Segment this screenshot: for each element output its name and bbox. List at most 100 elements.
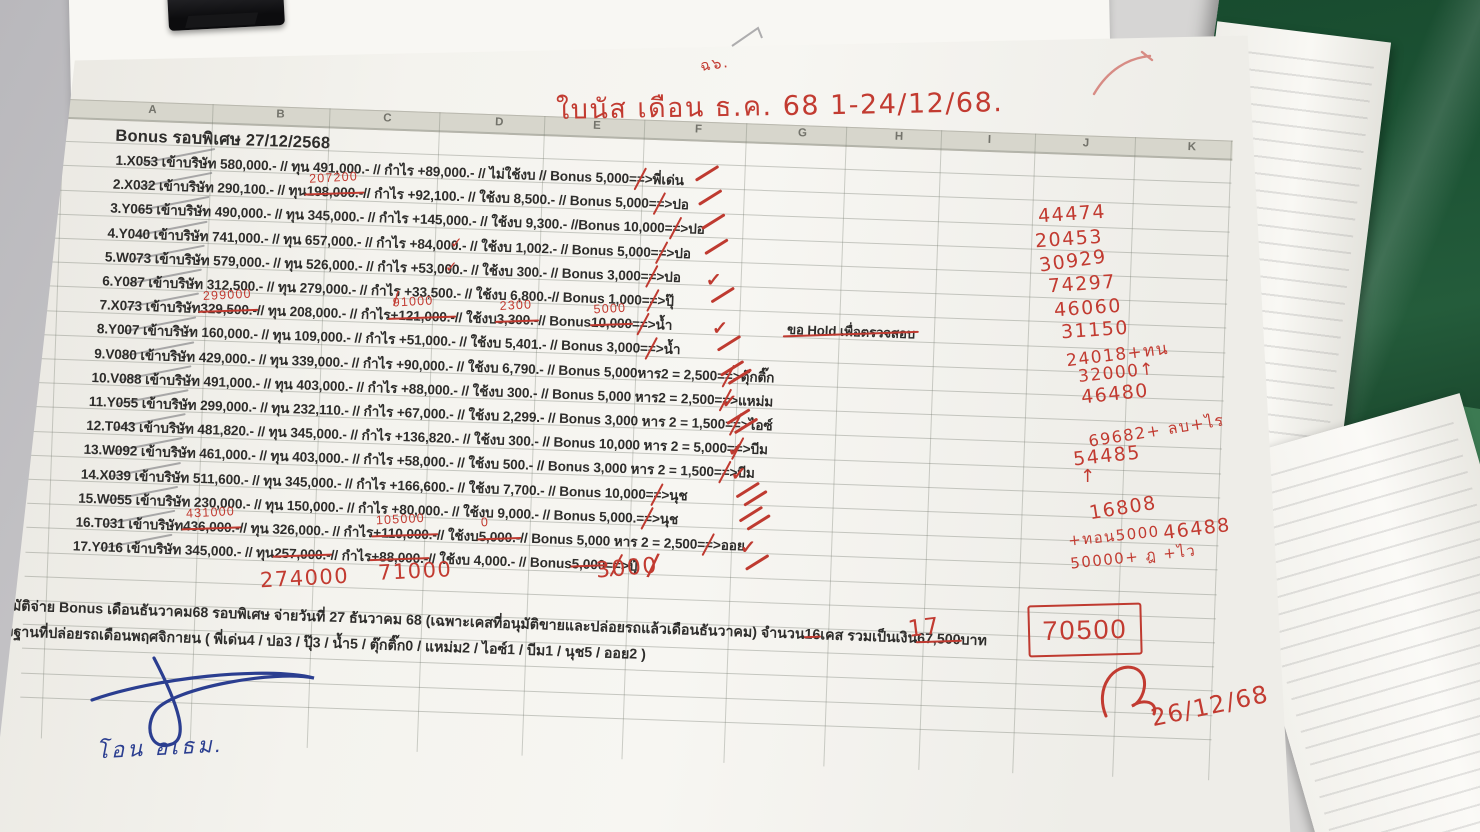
arrow-crossed: ==> bbox=[645, 486, 670, 503]
row-text: 16.T031 เข้าบริษัท bbox=[75, 514, 184, 534]
arrow-crossed: ==> bbox=[636, 510, 661, 527]
red-tick-mark: ✓ bbox=[705, 269, 722, 292]
row-text: ปอ bbox=[671, 196, 690, 213]
red-tick-mark bbox=[715, 335, 742, 352]
row-number: 7 bbox=[22, 262, 30, 275]
grid-line bbox=[1208, 140, 1232, 781]
row-number: 11 bbox=[5, 358, 19, 372]
column-letter: H bbox=[894, 130, 904, 143]
corrected-value: +121,000.- 91000 bbox=[390, 293, 456, 326]
row-number: 3 bbox=[32, 166, 40, 179]
corrected-value: +88,000.- bbox=[371, 549, 429, 567]
row-text: // Bonus bbox=[537, 313, 592, 331]
red-tick-mark bbox=[718, 359, 753, 385]
red-correction: 105000 bbox=[375, 510, 426, 528]
red-correction: 299000 bbox=[202, 286, 253, 304]
corrected-value: 5,000.- 0 bbox=[478, 514, 521, 546]
corrected-value: +110,000.- 105000 bbox=[373, 510, 438, 543]
red-correction: 91000 bbox=[392, 293, 435, 310]
column-letter: B bbox=[276, 108, 285, 121]
corrected-value: 67,500 bbox=[916, 630, 961, 649]
column-letter: D bbox=[494, 116, 504, 129]
row-text: พี่เด่น bbox=[652, 171, 685, 189]
red-tick-mark bbox=[724, 408, 759, 434]
grid-line bbox=[1012, 133, 1037, 774]
arrow-crossed: ==> bbox=[664, 220, 689, 237]
grid-line bbox=[823, 126, 848, 767]
red-correction: 2300 bbox=[498, 297, 533, 314]
row-number: 4 bbox=[30, 190, 38, 203]
grid-line bbox=[21, 672, 1213, 716]
row-number: 9 bbox=[16, 310, 24, 324]
red-tick-mark: ✓ bbox=[720, 391, 738, 413]
row-text: // Bonus 5,000 หาร 2 = 2,500 bbox=[519, 530, 698, 552]
row-text: 7.X073 เข้าบริษัท bbox=[99, 297, 201, 317]
row-text: 17.Y016 เข้าบริษัท 345,000.- // ทุน bbox=[72, 538, 275, 561]
corrected-value: 3,300.- 2300 bbox=[496, 297, 539, 329]
red-correction: 207200 bbox=[308, 169, 359, 186]
corrected-value: 329,500.- 299000 bbox=[200, 286, 258, 319]
arrow-crossed: ==> bbox=[640, 268, 665, 285]
column-letter: C bbox=[383, 112, 392, 125]
red-correction: 431000 bbox=[185, 504, 235, 521]
arrow-crossed: ==> bbox=[631, 316, 656, 333]
row-text: // ใช้งบ bbox=[454, 310, 497, 327]
grid-line bbox=[1112, 137, 1137, 777]
red-tick-mark: ✓ bbox=[711, 318, 729, 340]
red-tick-mark bbox=[744, 554, 771, 571]
grid-line bbox=[918, 130, 943, 770]
arrow-crossed: ==> bbox=[628, 171, 653, 187]
row-number: 8 bbox=[19, 286, 27, 299]
red-tick-mark bbox=[734, 481, 769, 507]
row-text: // กำไร bbox=[330, 547, 372, 565]
row-text: // ทุน 208,000.- // กำไร bbox=[256, 303, 391, 323]
column-letter: A bbox=[148, 103, 157, 117]
row-number: 13 bbox=[0, 407, 14, 420]
corrected-value: 436,000.- 431000 bbox=[182, 504, 240, 536]
row-number: 14 bbox=[0, 431, 11, 444]
row-text: // ทุน 326,000.- // กำไร bbox=[239, 520, 374, 541]
red-correction: 5000 bbox=[593, 300, 627, 317]
red-tick-mark bbox=[709, 286, 736, 304]
corrected-value: 5,000 bbox=[571, 556, 606, 573]
red-correction: 0 bbox=[480, 514, 490, 530]
row-text: เคส รวมเป็นเงิน bbox=[820, 627, 918, 647]
corrected-value: 257,000.- bbox=[273, 545, 331, 563]
red-tick-mark: ✓ bbox=[730, 464, 747, 486]
grid-line bbox=[20, 696, 1212, 741]
hold-note: ขอ Hold เพื่อตรวจสอบ bbox=[787, 319, 916, 345]
row-text: // ใช้งบ bbox=[436, 527, 479, 544]
row-number: 1 bbox=[38, 117, 46, 131]
row-text: ปุ๊ bbox=[628, 558, 638, 574]
corrected-value: 16 bbox=[804, 626, 821, 644]
column-letter: E bbox=[592, 119, 601, 133]
row-text: นุช bbox=[668, 487, 688, 503]
red-tick-mark bbox=[697, 189, 724, 206]
red-tick-mark: ✓ bbox=[727, 439, 744, 462]
row-text: ปอ bbox=[673, 245, 692, 261]
red-tick-mark bbox=[693, 164, 720, 182]
arrow-crossed: ==> bbox=[650, 244, 675, 261]
row-text: ปอ bbox=[663, 269, 682, 285]
row-text: แหม่ม bbox=[737, 392, 774, 410]
column-letter: K bbox=[1187, 141, 1197, 154]
row-text: ปุ๊ bbox=[664, 293, 675, 309]
row-number: 10 bbox=[7, 334, 22, 348]
column-letter: J bbox=[1082, 137, 1090, 150]
row-text: บาท bbox=[960, 632, 988, 650]
row-text: นุช bbox=[659, 511, 679, 527]
corrected-value: 10,000 5000 bbox=[590, 300, 633, 332]
arrow-crossed: ==> bbox=[648, 196, 673, 212]
red-tick-mark bbox=[703, 237, 730, 255]
red-tick-mark bbox=[737, 505, 772, 531]
row-number: 2 bbox=[35, 142, 43, 155]
row-number: 12 bbox=[2, 383, 16, 396]
arrow-crossed: ==> bbox=[696, 536, 722, 553]
column-letter: F bbox=[694, 123, 703, 136]
corrected-value: 198,000.- 207200 bbox=[306, 169, 364, 201]
column-letter: G bbox=[797, 127, 808, 140]
row-text: // ใช้งบ 4,000.- // Bonus bbox=[427, 551, 572, 572]
